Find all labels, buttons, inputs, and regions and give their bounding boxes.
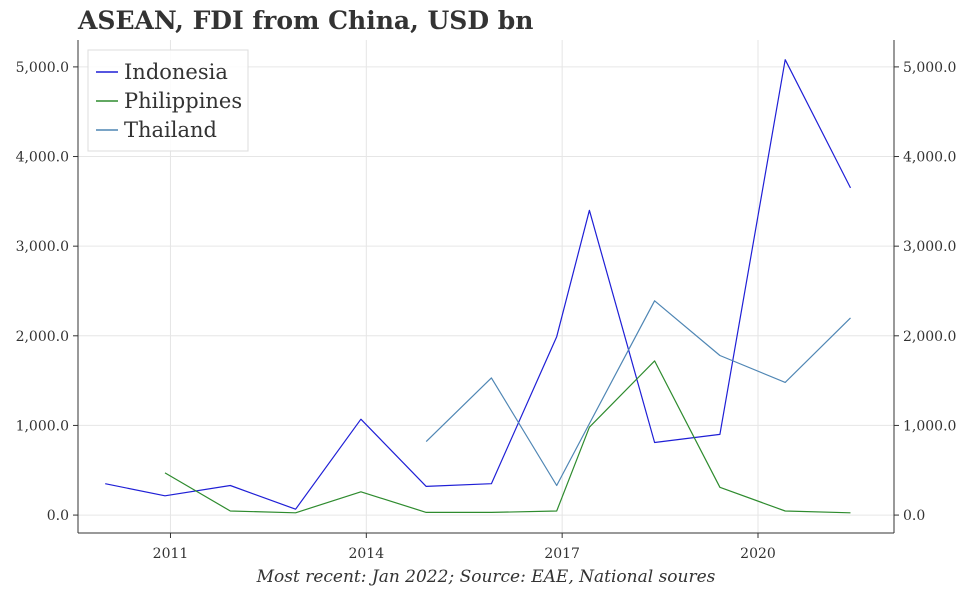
axes: 0.0 0.0 1,000.0 1,000.0 2,000.0 2,000.0 3,000.… (16, 40, 956, 562)
y-tick-label-right: 4,000.0 (903, 150, 956, 166)
legend-label-thailand: Thailand (124, 118, 217, 142)
y-tick-label-left: 2,000.0 (16, 329, 69, 345)
chart-title: ASEAN, FDI from China, USD bn (77, 6, 533, 35)
series-line-indonesia (105, 59, 852, 510)
y-tick-label-right: 3,000.0 (903, 239, 956, 255)
x-tick-label: 2017 (544, 546, 580, 562)
series-line-thailand (425, 300, 851, 487)
y-tick-label-left: 1,000.0 (16, 418, 69, 434)
legend-label-indonesia: Indonesia (124, 60, 228, 84)
y-tick-label-left: 0.0 (47, 508, 69, 524)
y-tick-label-left: 4,000.0 (16, 150, 69, 166)
legend: Indonesia Philippines Thailand (87, 49, 249, 152)
y-tick-label-right: 0.0 (903, 508, 925, 524)
series-lines (105, 59, 852, 514)
x-tick-label: 2020 (740, 546, 776, 562)
series-line-philippines (164, 360, 851, 514)
y-tick-label-left: 3,000.0 (16, 239, 69, 255)
x-tick-label: 2011 (153, 546, 189, 562)
y-tick-label-right: 1,000.0 (903, 418, 956, 434)
legend-label-philippines: Philippines (124, 89, 242, 113)
y-tick-label-right: 5,000.0 (903, 60, 956, 76)
x-tick-label: 2014 (348, 546, 384, 562)
y-tick-label-left: 5,000.0 (16, 60, 69, 76)
y-tick-label-right: 2,000.0 (903, 329, 956, 345)
chart-caption: Most recent: Jan 2022; Source: EAE, Nati… (256, 567, 716, 587)
